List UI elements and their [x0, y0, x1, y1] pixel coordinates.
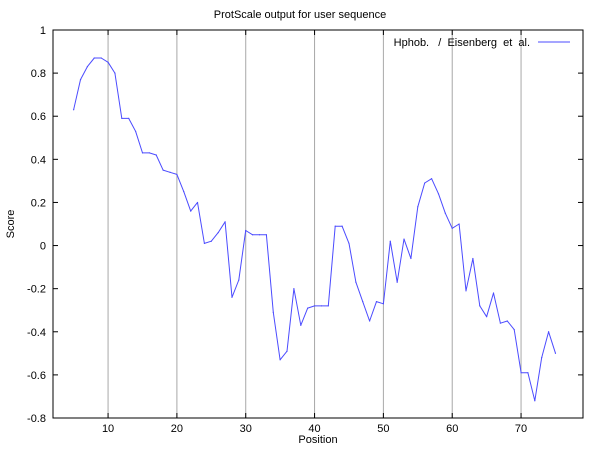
y-tick-label: -0.8	[27, 413, 46, 425]
y-tick-label: 0.6	[31, 111, 46, 123]
data-point	[86, 66, 89, 68]
data-point	[169, 171, 171, 173]
data-point	[286, 350, 288, 352]
legend-label: Hphob. / Eisenberg et al.	[394, 37, 530, 49]
y-tick-label: -0.2	[27, 284, 46, 296]
data-point	[465, 290, 467, 292]
gridlines	[107, 30, 522, 418]
data-point	[348, 242, 350, 244]
data-point	[389, 240, 391, 242]
data-point	[534, 400, 536, 402]
data-point	[183, 191, 185, 193]
data-point	[176, 173, 178, 176]
y-tick-label: 0	[40, 241, 46, 253]
data-point	[134, 130, 137, 132]
data-point	[272, 311, 274, 313]
data-point	[210, 240, 212, 242]
y-axis-label: Score	[5, 210, 17, 239]
data-point	[375, 301, 378, 303]
data-point	[203, 242, 206, 244]
plot-frame	[52, 29, 584, 419]
x-tick-label: 20	[171, 423, 183, 435]
x-tick-label: 10	[102, 423, 114, 435]
data-point	[155, 154, 157, 156]
legend: Hphob. / Eisenberg et al.	[394, 37, 570, 49]
data-point	[362, 301, 364, 303]
data-point	[231, 296, 233, 298]
data-point	[547, 331, 550, 333]
data-point	[265, 234, 267, 236]
data-point	[320, 305, 323, 307]
x-tick-label: 30	[240, 423, 252, 435]
data-point	[313, 305, 316, 307]
data-point	[93, 57, 95, 59]
data-point	[293, 288, 295, 290]
data-point	[245, 229, 247, 232]
y-tick-label: 0.8	[31, 68, 46, 80]
data-point	[424, 182, 426, 184]
y-tick-label: -0.4	[27, 327, 46, 339]
data-point	[410, 257, 412, 260]
x-tick-label: 40	[308, 423, 320, 435]
data-point	[472, 257, 474, 260]
data-point	[396, 281, 398, 283]
data-point	[486, 316, 488, 318]
y-tick-label: -0.6	[27, 370, 46, 382]
data-point	[148, 152, 150, 154]
y-tick-label: 1	[40, 25, 46, 37]
data-point	[444, 212, 446, 214]
data-point	[327, 305, 329, 307]
x-tick-label: 60	[446, 423, 458, 435]
data-point	[196, 201, 199, 204]
data-point	[506, 320, 508, 322]
data-point	[114, 72, 116, 74]
data-point	[307, 307, 309, 309]
data-point	[499, 322, 502, 324]
x-tick-label: 50	[377, 423, 389, 435]
data-point	[300, 324, 302, 326]
data-point	[417, 206, 419, 208]
data-point	[252, 234, 254, 236]
data-point	[554, 352, 557, 354]
data-point	[437, 193, 440, 195]
data-point	[458, 223, 460, 225]
data-point	[79, 78, 82, 81]
data-point	[355, 281, 357, 283]
data-point	[520, 372, 522, 374]
data-point	[492, 292, 495, 294]
data-point	[430, 178, 433, 180]
data-point	[451, 227, 453, 229]
data-point	[224, 221, 226, 223]
data-point	[121, 117, 123, 119]
y-tick-label: 0.4	[31, 154, 46, 166]
chart-title: ProtScale output for user sequence	[214, 9, 386, 21]
data-point	[341, 225, 343, 227]
x-tick-label: 70	[515, 423, 527, 435]
data-point	[334, 225, 336, 227]
data-point	[369, 320, 371, 322]
axis-ticks: 10 20 30 40 50 60 70 -0.8 -0.6 -0.4 -0.2 0 0.2 0.4 0.6…	[27, 25, 583, 435]
data-point	[382, 303, 384, 305]
data-point	[238, 279, 240, 281]
data-point	[258, 234, 261, 236]
data-point	[100, 57, 102, 59]
data-point	[128, 117, 130, 119]
data-point	[279, 359, 281, 361]
data-point	[73, 109, 75, 111]
data-point	[479, 305, 481, 307]
data-point	[190, 210, 192, 212]
y-tick-label: 0.2	[31, 197, 46, 209]
data-point	[527, 372, 529, 374]
data-point	[513, 329, 515, 331]
series-layer	[73, 57, 557, 402]
data-point	[217, 232, 219, 234]
data-point	[541, 357, 543, 359]
x-axis-label: Position	[298, 434, 337, 446]
data-point	[162, 169, 164, 171]
data-point	[107, 61, 109, 63]
data-point	[403, 238, 405, 240]
data-point	[141, 152, 144, 154]
